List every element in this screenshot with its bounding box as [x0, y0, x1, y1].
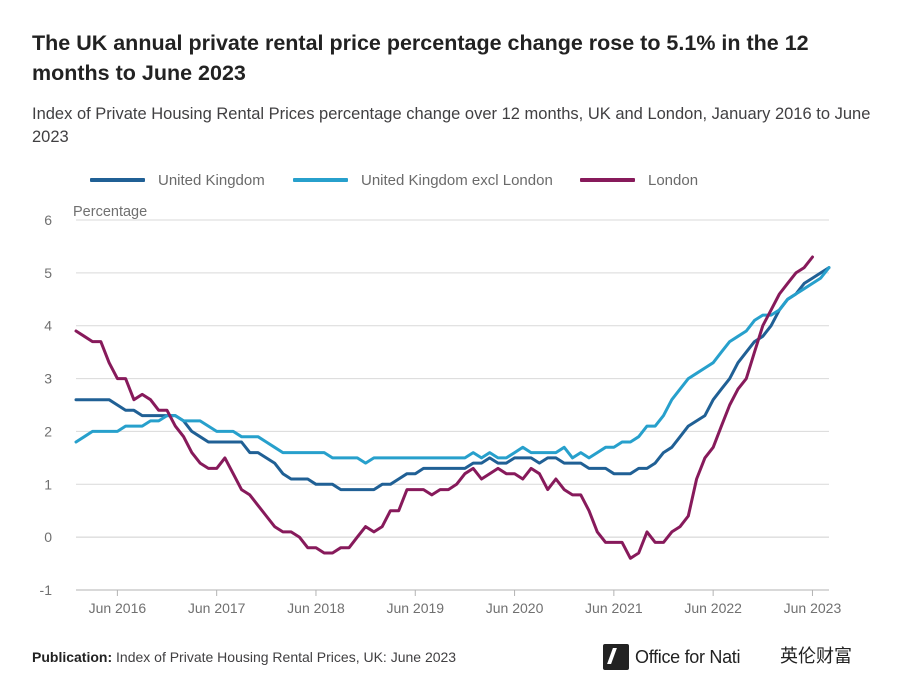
legend-swatch-london — [580, 178, 635, 182]
series-lines — [74, 255, 831, 560]
legend-swatch-uk — [90, 178, 145, 182]
series-line-london[interactable] — [74, 255, 814, 560]
y-axis-title: Percentage — [73, 204, 147, 220]
legend-item-london[interactable]: London — [580, 168, 698, 192]
series-line-united-kingdom-excl-london[interactable] — [74, 266, 831, 465]
publication-link[interactable]: Index of Private Housing Rental Prices, … — [116, 649, 457, 665]
ons-logo-icon — [603, 644, 629, 670]
ons-logo-text: Office for Nati — [635, 646, 741, 667]
legend-item-uk[interactable]: United Kingdom — [90, 168, 265, 192]
series-line-united-kingdom[interactable] — [74, 266, 831, 492]
legend-label-london: London — [648, 171, 699, 189]
y-tick-label: 4 — [44, 318, 52, 334]
ons-logo[interactable]: Office for Nati — [603, 642, 741, 672]
legend-item-uk-excl-london[interactable]: United Kingdom excl London — [293, 168, 553, 192]
x-tick-label: Jun 2020 — [486, 600, 544, 616]
x-tick-label: Jun 2016 — [89, 600, 147, 616]
y-tick-label: 6 — [44, 212, 52, 228]
chart-subtitle: Index of Private Housing Rental Prices p… — [32, 105, 871, 146]
y-tick-label: 0 — [44, 529, 52, 545]
grid-lines — [76, 219, 829, 591]
y-tick-label: -1 — [40, 582, 53, 598]
y-tick-label: 3 — [44, 371, 52, 387]
y-tick-label: 2 — [44, 423, 52, 439]
legend-label-uk: United Kingdom — [158, 171, 265, 189]
x-tick-label: Jun 2021 — [585, 600, 643, 616]
x-tick-label: Jun 2017 — [188, 600, 246, 616]
watermark-text: 英伦财富 — [780, 646, 852, 666]
legend-label-uk-excl-london: United Kingdom excl London — [361, 171, 553, 189]
chart-title: The UK annual private rental price perce… — [32, 31, 809, 85]
x-axis: Jun 2016 Jun 2017 Jun 2018 Jun 2019 Jun 2020… — [76, 589, 842, 616]
y-tick-label: 1 — [44, 476, 52, 492]
x-tick-label: Jun 2018 — [287, 600, 345, 616]
y-tick-label: 5 — [44, 265, 52, 281]
x-tick-label: Jun 2022 — [684, 600, 742, 616]
x-tick-label: Jun 2019 — [386, 600, 444, 616]
legend-swatch-uk-excl-london — [293, 178, 348, 182]
x-tick-label: Jun 2023 — [784, 600, 842, 616]
y-axis: -1 0 1 2 3 4 5 6 — [40, 212, 53, 598]
publication-label: Publication: — [32, 649, 113, 665]
publication-footer: Publication: Index of Private Housing Re… — [32, 649, 456, 665]
